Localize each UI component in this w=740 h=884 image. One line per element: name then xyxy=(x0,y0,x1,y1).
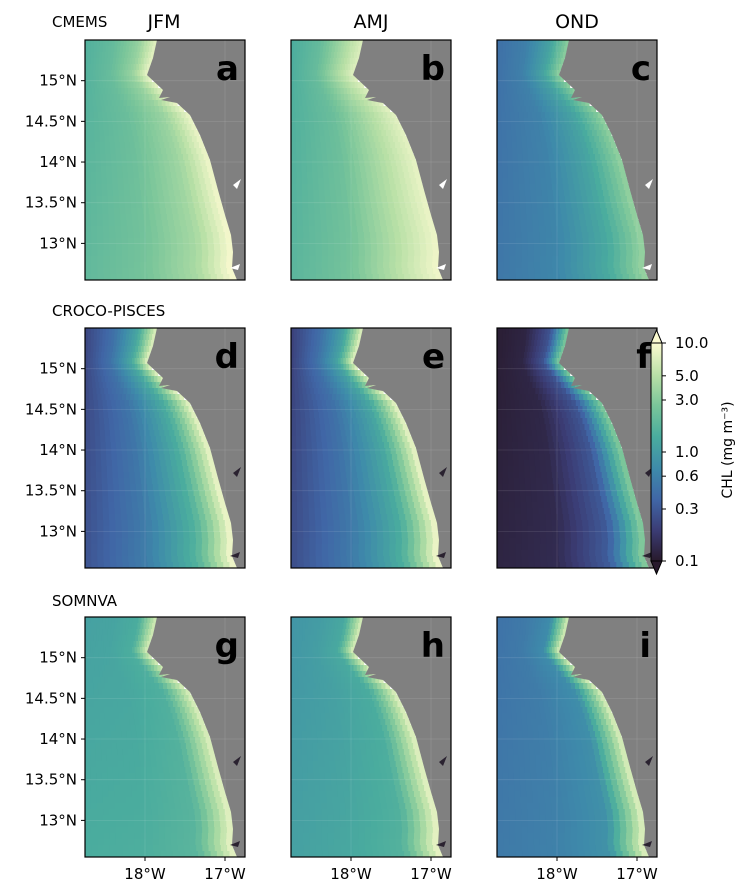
column-title-amj: AMJ xyxy=(354,11,389,33)
panel-field-c xyxy=(497,40,657,280)
y-tick-label: 13°N xyxy=(39,522,77,540)
x-tick-label: 18°W xyxy=(536,865,578,883)
colorbar-gradient xyxy=(651,343,662,561)
land-a xyxy=(147,40,245,280)
panel-letter-g: g xyxy=(215,626,239,666)
map-panel-e: e xyxy=(290,327,452,569)
map-panel-b: b xyxy=(290,39,452,281)
land-f xyxy=(559,328,657,568)
y-tick-label: 13.5°N xyxy=(25,482,77,500)
colorbar-tick-label: 3.0 xyxy=(675,391,699,409)
x-tick-label: 17°W xyxy=(616,865,658,883)
map-panel-c: c xyxy=(496,39,658,281)
y-tick-labels: 15°N 14.5°N 14°N 13.5°N 13°N 15°N 14.5°N 14°N 13… xyxy=(25,72,85,829)
map-panel-a: a xyxy=(84,39,246,281)
colorbar-tick-label: 0.6 xyxy=(675,467,699,485)
panel-frame-e xyxy=(290,327,452,569)
x-tick-labels: 18°W 17°W 18°W 17°W 18°W 17°W xyxy=(124,857,658,883)
y-tick-label: 13°N xyxy=(39,234,77,252)
panel-letter-d: d xyxy=(215,337,239,377)
panel-field-b xyxy=(291,40,451,280)
row-label-croco-pisces: CROCO-PISCES xyxy=(52,302,165,320)
panel-letter-f: f xyxy=(636,337,652,377)
y-tick-label: 13.5°N xyxy=(25,194,77,212)
panel-field-i xyxy=(497,617,657,857)
colorbar-tick-label: 0.3 xyxy=(675,500,699,518)
panel-letter-c: c xyxy=(631,49,651,89)
panel-field-h xyxy=(291,617,451,857)
panel-frame-g xyxy=(84,616,246,858)
panel-frame-i xyxy=(496,616,658,858)
panel-field-g xyxy=(85,617,245,857)
colorbar: 10.0 5.0 3.0 1.0 0.6 0.3 0.1 CHL (mg m⁻³) xyxy=(650,328,736,576)
panel-frame-c xyxy=(496,39,658,281)
colorbar-tick-label: 0.1 xyxy=(675,552,699,570)
colorbar-tick-label: 5.0 xyxy=(675,367,699,385)
column-title-ond: OND xyxy=(555,11,599,33)
y-tick-label: 14°N xyxy=(39,730,77,748)
y-tick-label: 14.5°N xyxy=(25,112,77,130)
colorbar-tick-label: 1.0 xyxy=(675,443,699,461)
map-panel-h: h xyxy=(290,616,452,858)
y-tick-label: 13.5°N xyxy=(25,771,77,789)
panel-frame-b xyxy=(290,39,452,281)
panel-field-d xyxy=(85,328,245,568)
map-panel-f: f xyxy=(496,327,658,569)
y-tick-label: 14°N xyxy=(39,153,77,171)
panel-letter-e: e xyxy=(422,337,445,377)
land-d xyxy=(147,328,245,568)
panel-letter-a: a xyxy=(216,49,239,89)
x-tick-label: 18°W xyxy=(124,865,166,883)
row-label-cmems: CMEMS xyxy=(52,13,107,31)
land-e xyxy=(353,328,451,568)
map-panel-d: d xyxy=(84,327,246,569)
land-b xyxy=(353,40,451,280)
panel-letter-b: b xyxy=(421,49,445,89)
panel-frame-d xyxy=(84,327,246,569)
y-tick-label: 15°N xyxy=(39,649,77,667)
panel-frame-h xyxy=(290,616,452,858)
y-tick-label: 15°N xyxy=(39,360,77,378)
land-h xyxy=(353,617,451,857)
land-c xyxy=(559,40,657,280)
colorbar-label: CHL (mg m⁻³) xyxy=(720,401,736,498)
y-tick-label: 14.5°N xyxy=(25,689,77,707)
panel-letter-i: i xyxy=(639,626,651,666)
colorbar-tick-label: 10.0 xyxy=(675,334,708,352)
map-panel-i: i xyxy=(496,616,658,858)
map-panel-g: g xyxy=(84,616,246,858)
y-tick-label: 13°N xyxy=(39,811,77,829)
x-tick-label: 17°W xyxy=(410,865,452,883)
y-tick-label: 15°N xyxy=(39,72,77,90)
panel-letter-h: h xyxy=(421,626,445,666)
y-tick-label: 14°N xyxy=(39,441,77,459)
panels-layer: a b c d e f g h i xyxy=(84,39,658,858)
panel-field-a xyxy=(85,40,245,280)
row-label-somnva: SOMNVA xyxy=(52,592,118,610)
panel-frame-a xyxy=(84,39,246,281)
land-i xyxy=(559,617,657,857)
column-title-jfm: JFM xyxy=(147,11,181,33)
y-tick-label: 14.5°N xyxy=(25,400,77,418)
panel-field-f xyxy=(497,328,657,568)
land-g xyxy=(147,617,245,857)
x-tick-label: 17°W xyxy=(204,865,246,883)
colorbar-ticks: 10.0 5.0 3.0 1.0 0.6 0.3 0.1 xyxy=(662,334,708,570)
x-tick-label: 18°W xyxy=(330,865,372,883)
panel-field-e xyxy=(291,328,451,568)
